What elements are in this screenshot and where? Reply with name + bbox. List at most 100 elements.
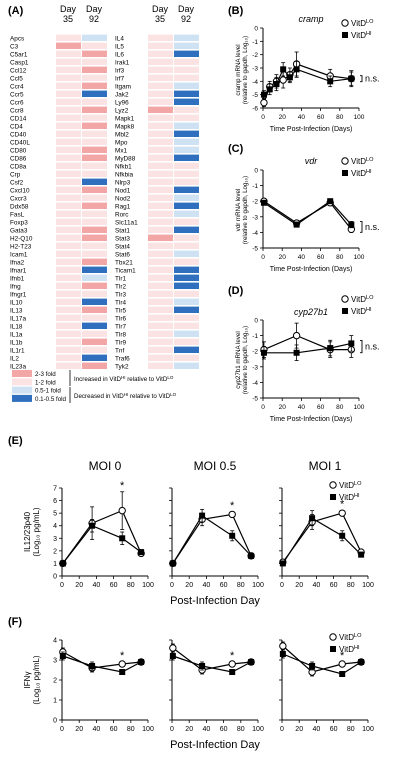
- heatmap-cell: [82, 58, 107, 65]
- heatmap-cell: [148, 218, 173, 225]
- heatmap-cell: [174, 298, 199, 305]
- point-hi: [309, 663, 316, 669]
- y-tick-label: 4: [53, 638, 57, 645]
- heatmap-cell: [56, 146, 81, 153]
- heatmap-cell: [82, 178, 107, 185]
- point-hi: [59, 653, 66, 659]
- gene-label: H2-T23: [10, 243, 32, 250]
- chart-E2: 0 20 40 60 80 100 MOI 0.5 *: [169, 459, 264, 589]
- gene-label: Casp1: [10, 59, 29, 66]
- heatmap-cell: [174, 98, 199, 105]
- heatmap-cell: [148, 74, 173, 81]
- heatmap-cell: [56, 218, 81, 225]
- y-tick-label: -3: [252, 364, 258, 371]
- heatmap-cell: [82, 98, 107, 105]
- chart-F3: 0 20 40 60 80 100 *: [279, 639, 374, 733]
- heatmap-cell: [174, 274, 199, 281]
- legend-hi-label: VitDHI: [339, 493, 360, 502]
- heatmap-cell: [174, 146, 199, 153]
- legend-lo-marker: [341, 157, 349, 165]
- heatmap-cell: [148, 90, 173, 97]
- heatmap-cell: [56, 290, 81, 297]
- x-tick-label: 60: [220, 582, 228, 589]
- y-axis-label: IL12/23p40: [23, 511, 32, 552]
- x-tick-label: 20: [295, 582, 303, 589]
- point-lo: [279, 642, 287, 650]
- gene-label: Itgam: [115, 83, 131, 90]
- x-tick-label: 60: [110, 726, 118, 733]
- gene-label: Cxcl10: [10, 187, 30, 194]
- gene-label: Slc11a1: [115, 219, 138, 226]
- x-tick-label: 20: [185, 726, 193, 733]
- heatmap-cell: [174, 234, 199, 241]
- y-axis-label: IFNγ: [23, 672, 32, 689]
- legend-swatch: [12, 370, 32, 377]
- gene-label: C5ar1: [10, 51, 28, 58]
- ns-label: n.s.: [365, 74, 380, 84]
- chart-title: cramp: [298, 14, 323, 24]
- heatmap-cell: [148, 210, 173, 217]
- heatmap-cell: [56, 362, 81, 369]
- point-hi: [339, 671, 346, 677]
- heatmap-cell: [148, 258, 173, 265]
- heatmap-cell: [82, 146, 107, 153]
- heatmap-cell: [56, 106, 81, 113]
- heatmap-cell: [82, 346, 107, 353]
- x-tick-label: 0: [170, 726, 174, 733]
- heatmap-cell: [148, 242, 173, 249]
- gene-label: Stat3: [115, 235, 130, 242]
- series-line: [263, 200, 352, 226]
- gene-label: Irf7: [115, 75, 125, 82]
- point-hi: [59, 560, 66, 567]
- significance-star: *: [120, 480, 125, 492]
- heatmap-cell: [174, 338, 199, 345]
- heatmap-cell: [56, 274, 81, 281]
- x-tick-label: 60: [110, 582, 118, 589]
- series-line: [264, 342, 352, 354]
- gene-label: Csf2: [10, 179, 24, 186]
- x-tick-label: 100: [354, 254, 365, 261]
- y-tick-label: -5: [252, 92, 258, 99]
- heatmap-cell: [56, 322, 81, 329]
- panel-f-label: (F): [8, 616, 22, 628]
- x-tick-label: 40: [298, 114, 306, 121]
- gene-label: CD40L: [10, 139, 30, 146]
- x-tick-label: 40: [93, 726, 101, 733]
- point-lo: [118, 506, 126, 515]
- point-hi: [348, 75, 355, 82]
- series-line: [172, 655, 252, 673]
- heatmap-cell: [174, 162, 199, 169]
- y-tick-label: -3: [252, 66, 258, 73]
- gene-label: Ifngr1: [10, 291, 27, 298]
- y-tick-label: 0: [254, 318, 258, 325]
- heatmap-cell: [174, 354, 199, 361]
- heatmap-cell: [82, 162, 107, 169]
- legend-increased-text: Increased in VitDHI relative to VitDLO: [74, 375, 174, 384]
- gene-label: CD80: [10, 147, 27, 154]
- x-tick-label: 100: [354, 404, 365, 411]
- x-tick-label: 20: [279, 404, 287, 411]
- point-hi: [169, 560, 176, 567]
- gene-label: Stat4: [115, 243, 130, 250]
- gene-label: Nfkbia: [115, 171, 134, 178]
- heatmap-cell: [174, 34, 199, 41]
- heatmap-cell: [174, 186, 199, 193]
- series-line: [62, 651, 142, 669]
- heatmap-cell: [174, 314, 199, 321]
- heatmap-cell: [56, 82, 81, 89]
- heatmap-cell: [56, 194, 81, 201]
- y-tick-label: 1: [53, 698, 57, 705]
- gene-label: MyD88: [115, 155, 136, 162]
- heatmap-cell: [174, 330, 199, 337]
- point-hi: [358, 551, 365, 558]
- heatmap-cell: [148, 330, 173, 337]
- point-hi: [119, 535, 126, 542]
- gene-label: Ccr8: [10, 107, 24, 114]
- heatmap-cell: [148, 122, 173, 129]
- gene-label: Cxcr3: [10, 195, 27, 202]
- point-hi: [260, 199, 267, 206]
- heatmap-cell: [148, 282, 173, 289]
- heatmap-cell: [82, 42, 107, 49]
- gene-label: Irak1: [115, 59, 130, 66]
